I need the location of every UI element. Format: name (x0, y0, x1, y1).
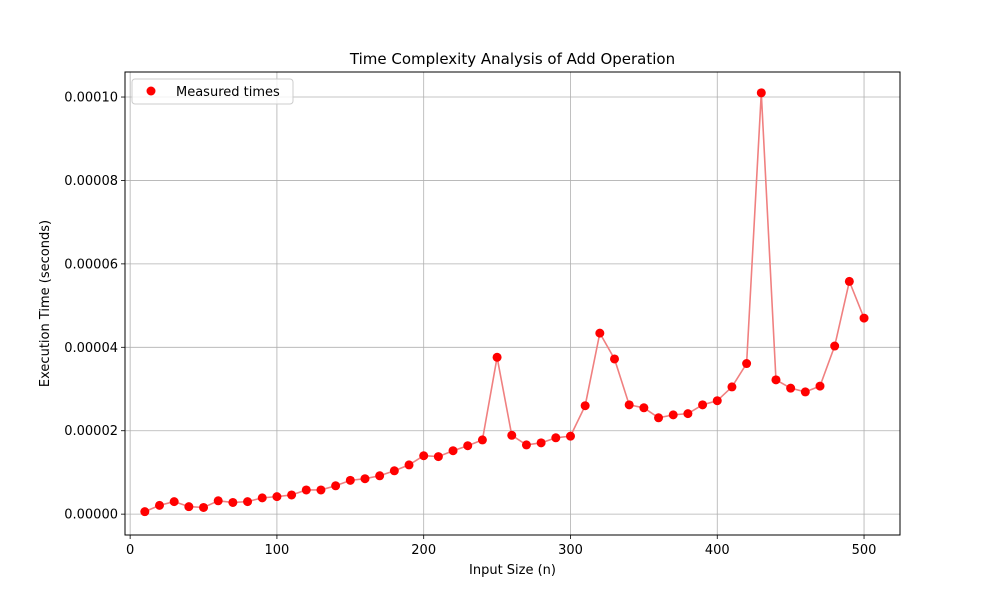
chart-title: Time Complexity Analysis of Add Operatio… (349, 50, 675, 68)
data-point (433, 452, 443, 462)
legend: Measured times (131, 78, 294, 105)
data-point (668, 410, 678, 420)
data-point (830, 341, 840, 351)
legend-box (131, 78, 294, 105)
data-point (565, 431, 575, 441)
data-point (756, 88, 766, 98)
data-point (844, 276, 854, 286)
data-point (184, 502, 194, 512)
x-tick-label: 200 (411, 543, 436, 558)
data-point (316, 485, 326, 495)
data-point (712, 396, 722, 406)
series-layer (140, 88, 869, 517)
y-tick-label: 0.00000 (64, 508, 118, 523)
data-point (257, 493, 267, 503)
y-tick-label: 0.00010 (64, 91, 118, 106)
data-point (654, 413, 664, 423)
y-tick-label: 0.00006 (64, 257, 118, 272)
data-point (492, 352, 502, 362)
data-point (404, 460, 414, 470)
legend-label: Measured times (176, 85, 280, 100)
ticks: 0 100 200 300 400 500 0.00000 0.00002 0.00004 0.0… (64, 91, 876, 558)
data-point (639, 403, 649, 413)
data-point (301, 485, 311, 495)
x-tick-label: 300 (558, 543, 583, 558)
data-point (375, 471, 385, 481)
data-point (287, 490, 297, 500)
data-point (448, 446, 458, 456)
data-point (419, 451, 429, 461)
data-point (331, 481, 341, 491)
data-point (360, 474, 370, 484)
data-point (786, 383, 796, 393)
y-tick-label: 0.00008 (64, 174, 118, 189)
data-point (595, 328, 605, 338)
data-point (169, 497, 179, 507)
x-axis-label: Input Size (n) (469, 563, 556, 578)
data-point (389, 466, 399, 476)
data-point (859, 313, 869, 323)
y-tick-label: 0.00004 (64, 341, 118, 356)
data-point (742, 359, 752, 369)
data-point (477, 435, 487, 445)
data-point (698, 400, 708, 410)
y-axis-label: Execution Time (seconds) (38, 220, 53, 387)
data-point (507, 430, 517, 440)
plot-frame (124, 71, 901, 536)
data-point (213, 496, 223, 506)
data-point (800, 387, 810, 397)
x-tick-label: 400 (705, 543, 730, 558)
data-point (243, 497, 253, 507)
data-point (536, 438, 546, 448)
data-point (580, 401, 590, 411)
data-point (272, 492, 282, 502)
data-point (771, 375, 781, 385)
data-point (345, 475, 355, 485)
data-point (610, 354, 620, 364)
y-tick-label: 0.00002 (64, 424, 118, 439)
x-tick-label: 100 (265, 543, 290, 558)
data-point (154, 500, 164, 510)
legend-marker (146, 86, 156, 96)
data-point (228, 497, 238, 507)
data-point (521, 440, 531, 450)
data-point (551, 433, 561, 443)
data-point (683, 409, 693, 419)
data-point (199, 502, 209, 512)
data-point (140, 507, 150, 517)
data-point (727, 382, 737, 392)
data-point (463, 441, 473, 451)
data-point (624, 400, 634, 410)
data-point (815, 381, 825, 391)
x-tick-label: 0 (126, 543, 134, 558)
x-tick-label: 500 (852, 543, 877, 558)
